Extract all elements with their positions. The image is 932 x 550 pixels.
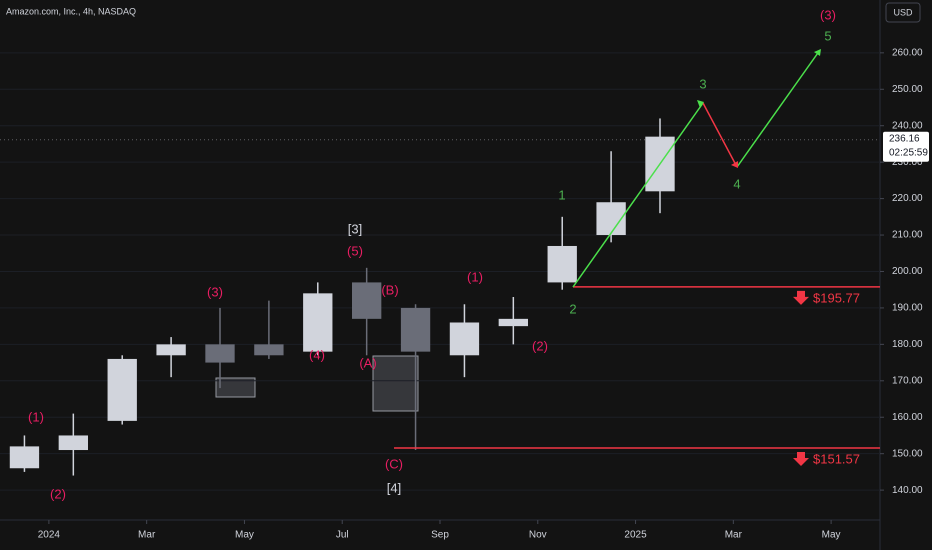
candle-body [400, 307, 431, 352]
projection-down [702, 102, 738, 168]
level-label: $151.57 [813, 451, 860, 466]
level-label: $195.77 [813, 290, 860, 305]
y-tick-label: 250.00 [892, 84, 923, 95]
x-tick-label: Sep [431, 530, 449, 541]
wave-label: (1) [467, 269, 483, 284]
y-tick-label: 190.00 [892, 303, 923, 314]
x-tick-label: 2024 [38, 530, 61, 541]
zone-box [372, 355, 419, 412]
wave-label: (4) [309, 347, 325, 362]
chart-title: Amazon.com, Inc., 4h, NASDAQ [6, 6, 136, 16]
wave-label: [3] [348, 221, 362, 236]
wave-label: 5 [824, 28, 831, 43]
x-tick-label: 2025 [624, 530, 647, 541]
wave-label: (1) [28, 409, 44, 424]
arrow-head [814, 49, 821, 56]
wave-label: (C) [385, 456, 403, 471]
y-tick-label: 150.00 [892, 448, 923, 459]
candle-body [498, 318, 528, 327]
candle-body [449, 322, 480, 356]
wave-label: (2) [532, 338, 548, 353]
candle-body [547, 245, 577, 283]
x-tick-label: Mar [138, 530, 156, 541]
y-tick-label: 180.00 [892, 339, 923, 350]
y-tick-label: 140.00 [892, 485, 923, 496]
y-tick-label: 260.00 [892, 47, 923, 58]
down-arrow [793, 451, 809, 466]
candle-body [254, 344, 284, 356]
y-tick-label: 200.00 [892, 266, 923, 277]
candle-body [9, 446, 40, 469]
currency-button[interactable] [885, 2, 921, 23]
wave-label: 4 [733, 176, 740, 191]
candle-body [303, 293, 333, 352]
arrow-head [697, 100, 704, 108]
y-tick-label: 240.00 [892, 120, 923, 131]
last-price: 236.16 [889, 133, 920, 144]
wave-label: 3 [699, 76, 706, 91]
wave-label: [4] [387, 480, 401, 495]
candle-body [107, 358, 137, 421]
countdown: 02:25:59 [889, 147, 928, 158]
y-tick-label: 160.00 [892, 412, 923, 423]
down-arrow [793, 290, 809, 305]
x-tick-label: Mar [725, 530, 743, 541]
candle-body [352, 282, 382, 319]
candle-body [156, 344, 186, 356]
x-tick-label: Jul [336, 530, 349, 541]
wave-label: (3) [207, 284, 223, 299]
wave-label: (3) [820, 7, 836, 22]
wave-label: 2 [569, 301, 576, 316]
wave-label: (5) [347, 243, 363, 258]
x-tick-label: Nov [529, 530, 547, 541]
wave-label: 1 [558, 187, 565, 202]
arrow-head [731, 161, 738, 168]
last-price-box [883, 131, 929, 162]
projection-up [736, 49, 821, 168]
x-tick-label: May [822, 530, 841, 541]
wave-label: (B) [381, 282, 398, 297]
zone-box [215, 377, 256, 398]
wave-label: (2) [50, 486, 66, 501]
y-tick-label: 210.00 [892, 230, 923, 241]
y-tick-label: 220.00 [892, 193, 923, 204]
x-tick-label: May [235, 530, 254, 541]
projection-up [572, 102, 704, 288]
currency[interactable]: USD [893, 7, 913, 17]
candle-body [58, 435, 88, 451]
candle-body [205, 344, 235, 363]
y-tick-label: 170.00 [892, 375, 923, 386]
y-tick-label: 230.00 [892, 157, 923, 168]
wave-label: (A) [359, 355, 376, 370]
